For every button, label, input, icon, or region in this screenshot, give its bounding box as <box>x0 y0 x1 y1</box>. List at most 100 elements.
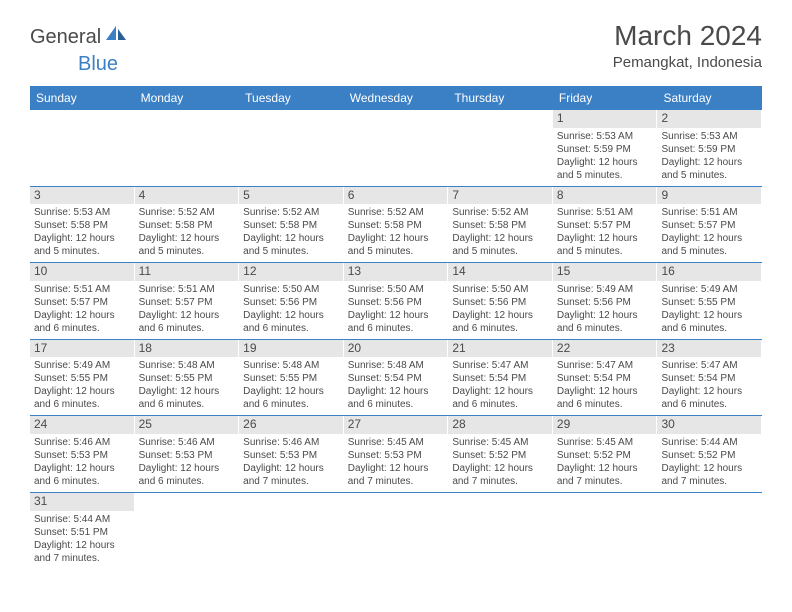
logo: General <box>30 26 129 49</box>
sunset-text: Sunset: 5:57 PM <box>557 219 653 232</box>
day-number: 18 <box>135 340 239 358</box>
day-cell: 2 Sunrise: 5:53 AMSunset: 5:59 PMDaylight… <box>657 110 762 186</box>
day-cell <box>239 493 344 569</box>
logo-sail-icon <box>105 25 127 46</box>
day-cell: 9Sunrise: 5:51 AMSunset: 5:57 PMDaylight… <box>657 187 762 263</box>
sunrise-text: Sunrise: 5:51 AM <box>139 283 235 296</box>
daylight-text: Daylight: 12 hours and 6 minutes. <box>348 309 444 335</box>
logo-text-general: General <box>30 26 101 49</box>
week-row: 1Sunrise: 5:53 AMSunset: 5:59 PMDaylight… <box>30 110 762 187</box>
daylight-text: Daylight: 12 hours and 5 minutes. <box>661 232 757 258</box>
sunset-text: Sunset: 5:57 PM <box>34 296 130 309</box>
daylight-text: Daylight: 12 hours and 7 minutes. <box>348 462 444 488</box>
day-cell <box>135 493 240 569</box>
day-info: Sunrise: 5:53 AMSunset: 5:59 PMDaylight:… <box>661 130 757 182</box>
sunrise-text: Sunrise: 5:51 AM <box>661 206 757 219</box>
sunset-text: Sunset: 5:55 PM <box>34 372 130 385</box>
calendar-page: General March 2024 Pemangkat, Indonesia … <box>0 0 792 589</box>
sunrise-text: Sunrise: 5:47 AM <box>661 359 757 372</box>
sunrise-text: Sunrise: 5:47 AM <box>452 359 548 372</box>
sunrise-text: Sunrise: 5:53 AM <box>34 206 130 219</box>
day-number: 2 <box>657 110 761 128</box>
day-cell: 19Sunrise: 5:48 AMSunset: 5:55 PMDayligh… <box>239 340 344 416</box>
sunset-text: Sunset: 5:58 PM <box>452 219 548 232</box>
sunrise-text: Sunrise: 5:52 AM <box>243 206 339 219</box>
day-number: 16 <box>657 263 761 281</box>
day-number: 21 <box>448 340 552 358</box>
day-cell <box>657 493 762 569</box>
calendar: Sunday Monday Tuesday Wednesday Thursday… <box>30 86 762 569</box>
day-number: 28 <box>448 416 552 434</box>
day-number: 27 <box>344 416 448 434</box>
day-info: Sunrise: 5:45 AMSunset: 5:53 PMDaylight:… <box>348 436 444 488</box>
sunset-text: Sunset: 5:53 PM <box>243 449 339 462</box>
day-cell: 29Sunrise: 5:45 AMSunset: 5:52 PMDayligh… <box>553 416 658 492</box>
day-cell: 15Sunrise: 5:49 AMSunset: 5:56 PMDayligh… <box>553 263 658 339</box>
day-info: Sunrise: 5:46 AMSunset: 5:53 PMDaylight:… <box>139 436 235 488</box>
day-info: Sunrise: 5:48 AMSunset: 5:55 PMDaylight:… <box>243 359 339 411</box>
sunset-text: Sunset: 5:54 PM <box>452 372 548 385</box>
week-row: 10Sunrise: 5:51 AMSunset: 5:57 PMDayligh… <box>30 263 762 340</box>
weekday-header: Tuesday <box>239 86 344 110</box>
sunset-text: Sunset: 5:52 PM <box>452 449 548 462</box>
day-info: Sunrise: 5:47 AMSunset: 5:54 PMDaylight:… <box>661 359 757 411</box>
sunset-text: Sunset: 5:58 PM <box>348 219 444 232</box>
daylight-text: Daylight: 12 hours and 6 minutes. <box>557 309 653 335</box>
day-cell: 5Sunrise: 5:52 AMSunset: 5:58 PMDaylight… <box>239 187 344 263</box>
location: Pemangkat, Indonesia <box>613 54 762 71</box>
daylight-text: Daylight: 12 hours and 7 minutes. <box>557 462 653 488</box>
day-cell: 3Sunrise: 5:53 AMSunset: 5:58 PMDaylight… <box>30 187 135 263</box>
day-number: 23 <box>657 340 761 358</box>
day-cell: 30Sunrise: 5:44 AMSunset: 5:52 PMDayligh… <box>657 416 762 492</box>
day-number: 20 <box>344 340 448 358</box>
day-info: Sunrise: 5:44 AMSunset: 5:51 PMDaylight:… <box>34 513 130 565</box>
day-cell <box>448 110 553 186</box>
sunrise-text: Sunrise: 5:49 AM <box>557 283 653 296</box>
week-row: 3Sunrise: 5:53 AMSunset: 5:58 PMDaylight… <box>30 187 762 264</box>
day-number: 17 <box>30 340 134 358</box>
sunset-text: Sunset: 5:57 PM <box>661 219 757 232</box>
sunrise-text: Sunrise: 5:44 AM <box>661 436 757 449</box>
day-info: Sunrise: 5:51 AMSunset: 5:57 PMDaylight:… <box>661 206 757 258</box>
month-title: March 2024 <box>613 20 762 52</box>
day-cell: 13Sunrise: 5:50 AMSunset: 5:56 PMDayligh… <box>344 263 449 339</box>
sunrise-text: Sunrise: 5:45 AM <box>452 436 548 449</box>
day-cell: 28Sunrise: 5:45 AMSunset: 5:52 PMDayligh… <box>448 416 553 492</box>
sunset-text: Sunset: 5:54 PM <box>661 372 757 385</box>
day-cell <box>344 110 449 186</box>
day-number: 24 <box>30 416 134 434</box>
day-number: 9 <box>657 187 761 205</box>
day-cell: 23Sunrise: 5:47 AMSunset: 5:54 PMDayligh… <box>657 340 762 416</box>
daylight-text: Daylight: 12 hours and 5 minutes. <box>557 156 653 182</box>
day-number: 26 <box>239 416 343 434</box>
weekday-header: Sunday <box>30 86 135 110</box>
sunset-text: Sunset: 5:53 PM <box>348 449 444 462</box>
sunrise-text: Sunrise: 5:49 AM <box>661 283 757 296</box>
day-info: Sunrise: 5:51 AMSunset: 5:57 PMDaylight:… <box>139 283 235 335</box>
day-cell: 24Sunrise: 5:46 AMSunset: 5:53 PMDayligh… <box>30 416 135 492</box>
day-info: Sunrise: 5:52 AMSunset: 5:58 PMDaylight:… <box>452 206 548 258</box>
daylight-text: Daylight: 12 hours and 6 minutes. <box>139 309 235 335</box>
sunrise-text: Sunrise: 5:45 AM <box>557 436 653 449</box>
daylight-text: Daylight: 12 hours and 6 minutes. <box>557 385 653 411</box>
daylight-text: Daylight: 12 hours and 6 minutes. <box>348 385 444 411</box>
logo-text-blue: Blue <box>78 53 118 76</box>
weekday-header: Monday <box>135 86 240 110</box>
day-number: 25 <box>135 416 239 434</box>
day-cell <box>344 493 449 569</box>
day-cell: 7Sunrise: 5:52 AMSunset: 5:58 PMDaylight… <box>448 187 553 263</box>
day-number: 22 <box>553 340 657 358</box>
daylight-text: Daylight: 12 hours and 5 minutes. <box>243 232 339 258</box>
sunset-text: Sunset: 5:58 PM <box>34 219 130 232</box>
day-info: Sunrise: 5:44 AMSunset: 5:52 PMDaylight:… <box>661 436 757 488</box>
day-info: Sunrise: 5:51 AMSunset: 5:57 PMDaylight:… <box>34 283 130 335</box>
day-cell: 4Sunrise: 5:52 AMSunset: 5:58 PMDaylight… <box>135 187 240 263</box>
day-number: 12 <box>239 263 343 281</box>
sunrise-text: Sunrise: 5:48 AM <box>139 359 235 372</box>
daylight-text: Daylight: 12 hours and 5 minutes. <box>557 232 653 258</box>
sunrise-text: Sunrise: 5:47 AM <box>557 359 653 372</box>
daylight-text: Daylight: 12 hours and 6 minutes. <box>452 309 548 335</box>
sunrise-text: Sunrise: 5:53 AM <box>661 130 757 143</box>
day-info: Sunrise: 5:45 AMSunset: 5:52 PMDaylight:… <box>557 436 653 488</box>
day-number: 11 <box>135 263 239 281</box>
